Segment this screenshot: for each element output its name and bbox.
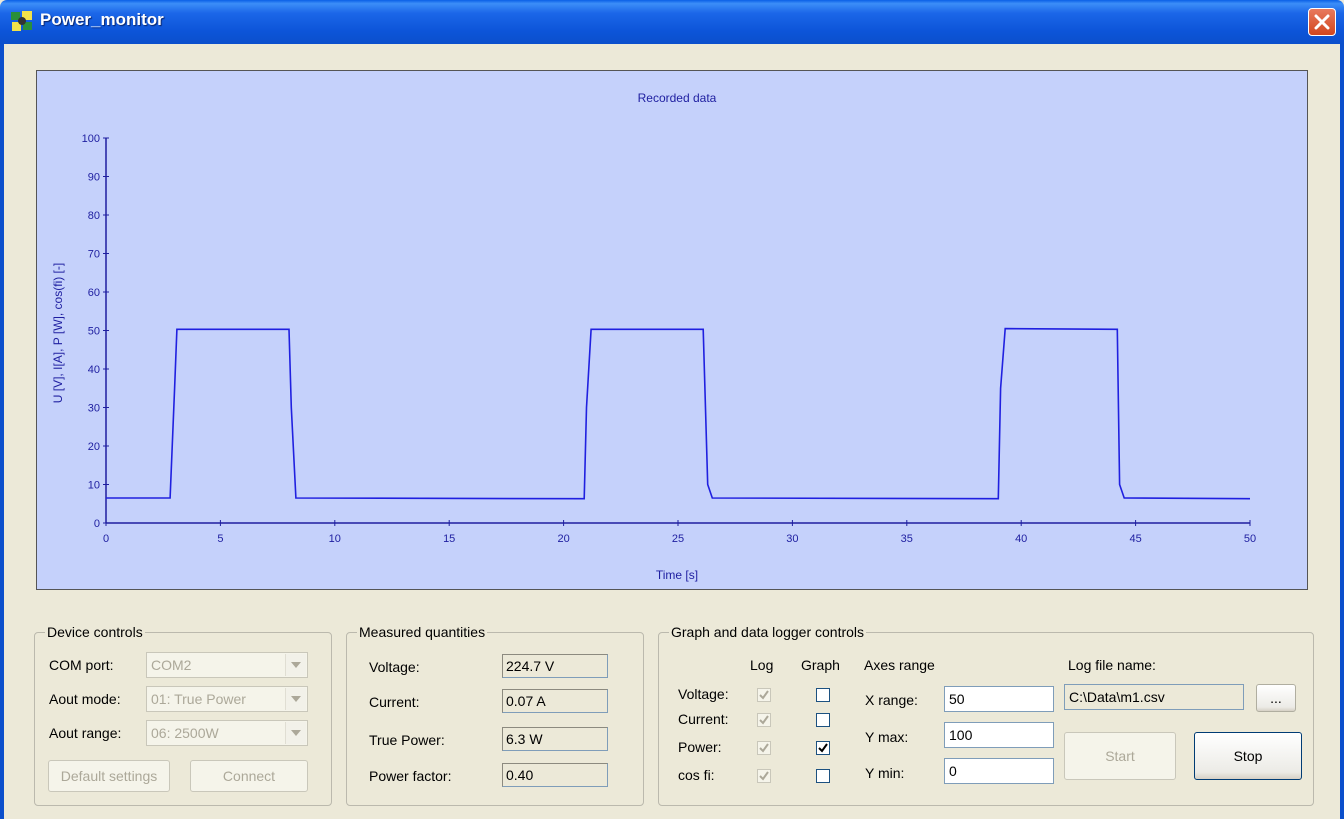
chart-y-tick-label: 60 <box>88 287 100 299</box>
aout-range-dropdown-button[interactable] <box>285 722 306 744</box>
browse-button[interactable]: ... <box>1256 684 1296 712</box>
chart-y-tick-label: 100 <box>82 133 100 145</box>
power-factor-value: 0.40 <box>502 763 608 787</box>
stop-button[interactable]: Stop <box>1194 732 1302 780</box>
graph-column-header: Graph <box>801 657 840 673</box>
log-file-name-label: Log file name: <box>1068 657 1156 673</box>
log-voltage-checkbox[interactable] <box>757 688 771 702</box>
voltage-label: Voltage: <box>369 659 420 675</box>
y-max-label: Y max: <box>865 729 909 745</box>
logger-current-label: Current: <box>678 711 729 727</box>
chart-y-tick-label: 90 <box>88 172 100 184</box>
chart-x-tick-label: 25 <box>672 533 684 545</box>
close-icon <box>1314 14 1330 30</box>
log-file-name-field[interactable]: C:\Data\m1.csv <box>1064 684 1244 710</box>
com-port-select[interactable]: COM2 <box>146 652 308 678</box>
chart-x-tick-label: 15 <box>443 533 455 545</box>
window-title: Power_monitor <box>40 10 164 29</box>
chevron-down-icon <box>291 662 301 668</box>
aout-range-select[interactable]: 06: 2500W <box>146 720 308 746</box>
chevron-down-icon <box>291 696 301 702</box>
current-value: 0.07 A <box>502 689 608 713</box>
window-frame-right <box>1340 44 1344 819</box>
aout-range-value: 06: 2500W <box>151 725 219 741</box>
chart-x-tick-label: 20 <box>557 533 569 545</box>
graph-voltage-checkbox[interactable] <box>816 688 830 702</box>
recorded-data-chart: Recorded data Time [s] U [V], I[A], P [W… <box>51 91 1256 582</box>
y-min-label: Y min: <box>865 765 905 781</box>
close-button[interactable] <box>1308 8 1336 36</box>
true-power-value: 6.3 W <box>502 727 608 751</box>
default-settings-button[interactable]: Default settings <box>48 760 170 792</box>
logger-voltage-label: Voltage: <box>678 686 729 702</box>
checkmark-icon <box>759 771 769 781</box>
checkmark-icon <box>759 743 769 753</box>
aout-mode-value: 01: True Power <box>151 691 246 707</box>
aout-mode-select[interactable]: 01: True Power <box>146 686 308 712</box>
com-port-value: COM2 <box>151 657 192 673</box>
log-current-checkbox[interactable] <box>757 713 771 727</box>
chart-x-tick-label: 10 <box>329 533 341 545</box>
voltage-value: 224.7 V <box>502 654 608 678</box>
logger-power-label: Power: <box>678 739 722 755</box>
graph-power-checkbox[interactable] <box>816 741 830 755</box>
chart-y-tick-label: 70 <box>88 249 100 261</box>
chart-y-tick-label: 50 <box>88 326 100 338</box>
log-cosfi-checkbox[interactable] <box>757 769 771 783</box>
chart-x-tick-label: 0 <box>103 533 109 545</box>
checkmark-icon <box>759 715 769 725</box>
checkmark-icon <box>759 690 769 700</box>
start-button[interactable]: Start <box>1064 732 1176 780</box>
com-port-label: COM port: <box>49 657 114 673</box>
logger-controls-title: Graph and data logger controls <box>669 623 867 641</box>
current-label: Current: <box>369 694 420 710</box>
x-range-input[interactable]: 50 <box>944 686 1054 712</box>
chart-y-tick-label: 20 <box>88 441 100 453</box>
logger-controls-group: Graph and data logger controls <box>658 623 1314 806</box>
chart-panel: Recorded data Time [s] U [V], I[A], P [W… <box>36 70 1308 590</box>
logger-cosfi-label: cos fi: <box>678 767 715 783</box>
device-controls-title: Device controls <box>45 623 145 641</box>
x-range-label: X range: <box>865 692 918 708</box>
window-frame-left <box>0 44 4 819</box>
checkmark-icon <box>818 743 828 753</box>
connect-button[interactable]: Connect <box>190 760 308 792</box>
chart-series-line-0 <box>106 327 1251 500</box>
chart-y-tick-label: 0 <box>94 518 100 530</box>
graph-cosfi-checkbox[interactable] <box>816 769 830 783</box>
chart-y-tick-label: 10 <box>88 480 100 492</box>
aout-mode-label: Aout mode: <box>49 691 121 707</box>
chevron-down-icon <box>291 730 301 736</box>
chart-y-tick-label: 40 <box>88 364 100 376</box>
chart-y-axis-label: U [V], I[A], P [W], cos(fi) [-] <box>51 263 65 403</box>
chart-x-tick-label: 30 <box>786 533 798 545</box>
y-max-input[interactable]: 100 <box>944 722 1054 748</box>
device-controls-group: Device controls <box>34 623 332 806</box>
title-bar[interactable]: Power_monitor <box>0 0 1344 44</box>
aout-range-label: Aout range: <box>49 725 122 741</box>
axes-range-label: Axes range <box>864 657 935 673</box>
chart-x-tick-label: 35 <box>901 533 913 545</box>
log-power-checkbox[interactable] <box>757 741 771 755</box>
power-factor-label: Power factor: <box>369 768 452 784</box>
aout-mode-dropdown-button[interactable] <box>285 688 306 710</box>
true-power-label: True Power: <box>369 732 445 748</box>
chart-x-tick-label: 50 <box>1244 533 1256 545</box>
chart-x-tick-label: 40 <box>1015 533 1027 545</box>
chart-x-axis-label: Time [s] <box>656 568 698 582</box>
chart-x-tick-label: 45 <box>1129 533 1141 545</box>
graph-current-checkbox[interactable] <box>816 713 830 727</box>
measured-quantities-title: Measured quantities <box>357 623 488 641</box>
measured-quantities-group: Measured quantities <box>346 623 644 806</box>
com-port-dropdown-button[interactable] <box>285 654 306 676</box>
y-min-input[interactable]: 0 <box>944 758 1054 784</box>
chart-x-tick-label: 5 <box>217 533 223 545</box>
chart-y-tick-label: 30 <box>88 403 100 415</box>
chart-title: Recorded data <box>638 91 717 105</box>
log-column-header: Log <box>750 657 774 673</box>
app-icon <box>11 11 32 31</box>
chart-y-tick-label: 80 <box>88 210 100 222</box>
